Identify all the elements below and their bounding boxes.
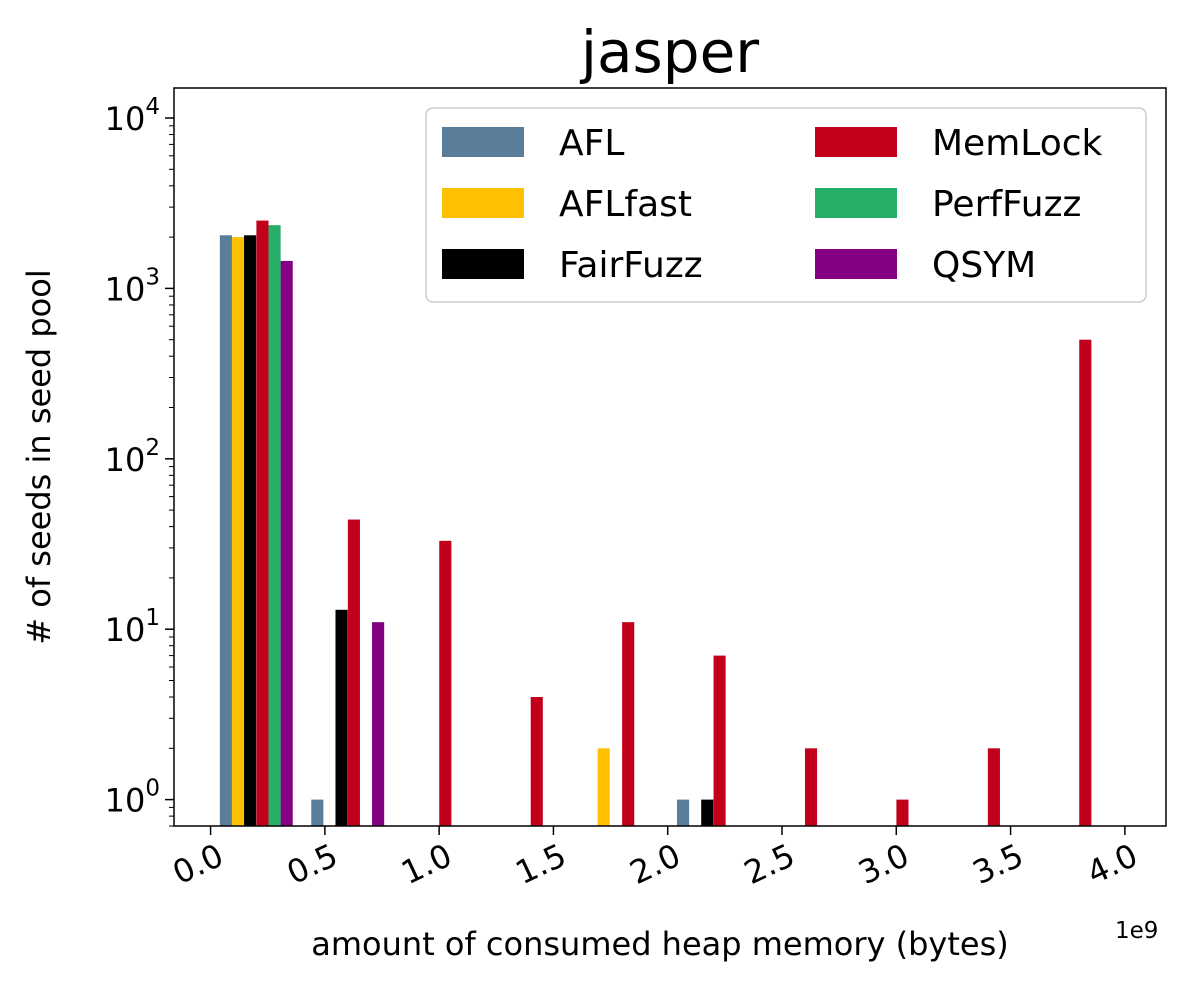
bar-aflfast-1 [597, 748, 610, 826]
y-tick-label-3: 103 [105, 264, 160, 308]
x-tick-label-6: 3.0 [853, 836, 915, 892]
y-tick-base-1: 10 [105, 611, 146, 649]
bar-fairfuzz-0 [244, 235, 257, 826]
legend-swatch-aflfast [442, 188, 524, 218]
bar-afl-0 [219, 235, 232, 826]
x-tick-label-8: 4.0 [1081, 836, 1143, 892]
x-ticks: 0.0 0.5 1.0 1.5 2.0 2.5 3.0 3.5 4.0 [167, 826, 1143, 892]
bars-layer [219, 220, 1092, 827]
x-tick-label-2: 1.0 [395, 836, 457, 892]
legend-label-memlock: MemLock [932, 123, 1103, 164]
bar-qsym-0 [280, 260, 293, 826]
y-minor-ticks [169, 125, 174, 827]
y-tick-exp-3: 3 [145, 264, 160, 290]
bar-qsym-1 [372, 622, 385, 826]
y-tick-label-1: 101 [105, 605, 160, 649]
bar-memlock-8 [987, 748, 1000, 826]
legend-swatch-afl [442, 127, 524, 157]
bar-afl-1 [311, 799, 324, 826]
y-tick-base-0: 10 [105, 782, 146, 820]
legend-label-aflfast: AFLfast [559, 184, 692, 225]
x-tick-label-4: 2.0 [624, 836, 686, 892]
bar-memlock-1 [347, 519, 360, 826]
legend-label-afl: AFL [559, 123, 624, 164]
legend-swatch-qsym [815, 249, 897, 279]
x-axis-label: amount of consumed heap memory (bytes) [311, 925, 1008, 963]
x-tick-label-0: 0.0 [167, 836, 229, 892]
x-tick-label-1: 0.5 [281, 836, 343, 892]
x-axis-offset-text: 1e9 [1115, 918, 1158, 944]
bar-memlock-9 [1079, 339, 1092, 826]
x-tick-label-5: 2.5 [738, 836, 800, 892]
y-tick-label-4: 104 [105, 94, 160, 138]
bar-memlock-7 [896, 799, 909, 826]
legend: AFL AFLfast FairFuzz MemLock PerfFuzz QSYM [425, 107, 1147, 303]
plot-frame [173, 87, 1167, 827]
y-tick-exp-4: 4 [145, 94, 160, 120]
legend-swatch-perffuzz [815, 188, 897, 218]
bar-memlock-5 [713, 655, 726, 826]
legend-label-fairfuzz: FairFuzz [559, 245, 703, 286]
legend-label-perffuzz: PerfFuzz [932, 184, 1081, 225]
x-tick-label-3: 1.5 [510, 836, 572, 892]
y-tick-exp-0: 0 [145, 776, 160, 802]
bar-fairfuzz-1 [335, 609, 348, 826]
bar-aflfast-0 [231, 237, 245, 827]
bar-memlock-0 [256, 220, 269, 827]
y-tick-exp-1: 1 [145, 605, 160, 631]
y-tick-label-2: 102 [105, 435, 160, 479]
x-tick-label-7: 3.5 [967, 836, 1029, 892]
bar-memlock-2 [439, 540, 452, 826]
legend-label-qsym: QSYM [932, 245, 1036, 286]
bar-perffuzz-0 [268, 225, 281, 826]
y-tick-base-2: 10 [105, 441, 146, 479]
y-tick-exp-2: 2 [145, 435, 160, 461]
bar-memlock-4 [622, 622, 635, 826]
bar-fairfuzz-2 [701, 799, 714, 826]
bar-memlock-3 [530, 697, 543, 826]
legend-swatch-memlock [815, 127, 897, 157]
chart-title: jasper [579, 18, 759, 86]
y-tick-label-0: 100 [105, 776, 160, 820]
bar-afl-2 [676, 799, 690, 826]
bar-memlock-6 [804, 748, 818, 826]
legend-swatch-fairfuzz [442, 249, 524, 279]
y-tick-base-4: 10 [105, 100, 146, 138]
y-tick-base-3: 10 [105, 270, 146, 308]
legend-box [425, 107, 1147, 303]
y-axis-label: # of seeds in seed pool [20, 269, 58, 644]
